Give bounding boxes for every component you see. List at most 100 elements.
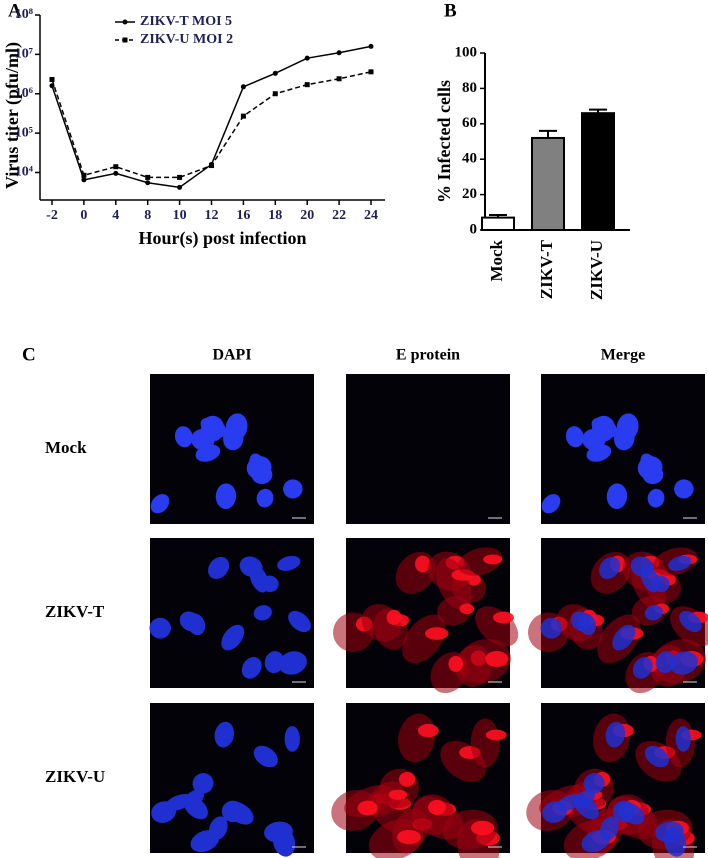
y-tick-label: 60 (462, 115, 477, 131)
x-tick-label: 18 (268, 208, 282, 223)
cytoplasm-core (428, 799, 446, 815)
marker (368, 69, 374, 75)
micrograph (149, 538, 314, 688)
nucleus (221, 624, 245, 651)
row-label: ZIKV-U (45, 767, 105, 786)
y-tick-label: 10⁷ (15, 47, 33, 62)
x-axis-label: Hour(s) post infection (139, 228, 307, 249)
nucleus (214, 721, 235, 748)
nucleus (655, 821, 684, 843)
legend-marker (122, 37, 128, 43)
nucleus (246, 456, 272, 480)
nucleus (640, 565, 660, 593)
y-tick-label: 80 (462, 80, 477, 96)
nucleus (586, 444, 612, 462)
marker (209, 163, 214, 169)
nucleus (637, 456, 663, 480)
legend-label: ZIKV-T MOI 5 (140, 14, 232, 29)
x-tick-label: ZIKV-U (587, 240, 606, 300)
y-axis-label: % Infected cells (434, 80, 454, 203)
panel-label: A (8, 0, 22, 21)
marker (49, 83, 55, 89)
x-tick-label: 10 (173, 208, 187, 223)
nucleus (612, 624, 636, 651)
error-bar (589, 108, 607, 114)
micrograph (346, 374, 510, 524)
bar (531, 136, 565, 232)
image-background (346, 374, 510, 524)
nucleus (565, 426, 584, 448)
nucleus (208, 556, 230, 579)
cytoplasm (368, 818, 424, 858)
cytoplasm-core (485, 729, 507, 741)
row-label: Mock (45, 438, 87, 457)
marker (177, 174, 183, 180)
y-tick-label: 10⁴ (15, 165, 34, 180)
cytoplasm (402, 614, 446, 664)
column-header: Merge (601, 347, 645, 364)
y-tick-label: 0 (470, 221, 478, 237)
nucleus (183, 789, 204, 809)
marker (113, 170, 119, 176)
nucleus (288, 610, 311, 633)
panel-label: B (444, 0, 457, 21)
nucleus (614, 427, 635, 451)
marker (368, 43, 374, 49)
error-bar (539, 129, 557, 138)
nucleus (249, 565, 269, 593)
row-label: ZIKV-T (45, 602, 105, 621)
panel-label: C (22, 344, 36, 365)
nucleus (592, 415, 616, 442)
y-tick-label: 40 (462, 151, 477, 167)
y-tick-label: 100 (455, 44, 478, 60)
cytoplasm-core (398, 771, 416, 787)
cytoplasm-core (388, 789, 408, 800)
marker (177, 184, 183, 190)
y-tick-label: 10⁶ (15, 86, 33, 101)
nucleus (278, 651, 307, 675)
marker (81, 177, 87, 183)
marker (304, 82, 310, 88)
cytoplasm (436, 596, 472, 626)
nucleus (679, 610, 702, 633)
x-tick-label: 4 (112, 208, 119, 223)
x-tick-label: Mock (487, 239, 506, 281)
marker (304, 55, 310, 61)
cytoplasm-core (396, 829, 421, 845)
marker (240, 113, 246, 119)
nucleus (221, 800, 245, 823)
cytoplasm-core (459, 603, 475, 615)
x-tick-label: 8 (144, 208, 151, 223)
nucleus (179, 611, 201, 632)
x-tick-label: 20 (300, 208, 314, 223)
nucleus (632, 657, 653, 679)
x-tick-label: 24 (364, 208, 378, 223)
bar (481, 216, 515, 232)
cytoplasm-core (470, 820, 495, 836)
legend-marker (122, 19, 128, 25)
cytoplasm-core (415, 555, 431, 573)
micrograph (541, 374, 705, 524)
nucleus (253, 745, 278, 768)
nucleus (612, 800, 636, 823)
nucleus (669, 651, 698, 675)
cytoplasm-core (425, 627, 449, 640)
cytoplasm-core (357, 800, 378, 816)
x-tick-label: -2 (46, 208, 58, 223)
marker (272, 70, 278, 76)
x-tick-label: 0 (80, 208, 87, 223)
nucleus (675, 726, 691, 752)
nucleus (583, 773, 605, 794)
marker (49, 76, 55, 82)
nucleus (284, 726, 300, 752)
cytoplasm (457, 547, 503, 576)
bar (581, 112, 615, 231)
cytoplasm-core (417, 723, 439, 738)
nucleus (150, 494, 170, 514)
marker (272, 91, 278, 97)
nucleus (195, 444, 221, 462)
nucleus (647, 488, 665, 508)
nucleus (201, 415, 225, 442)
nucleus (264, 821, 293, 843)
micrograph (526, 703, 705, 858)
